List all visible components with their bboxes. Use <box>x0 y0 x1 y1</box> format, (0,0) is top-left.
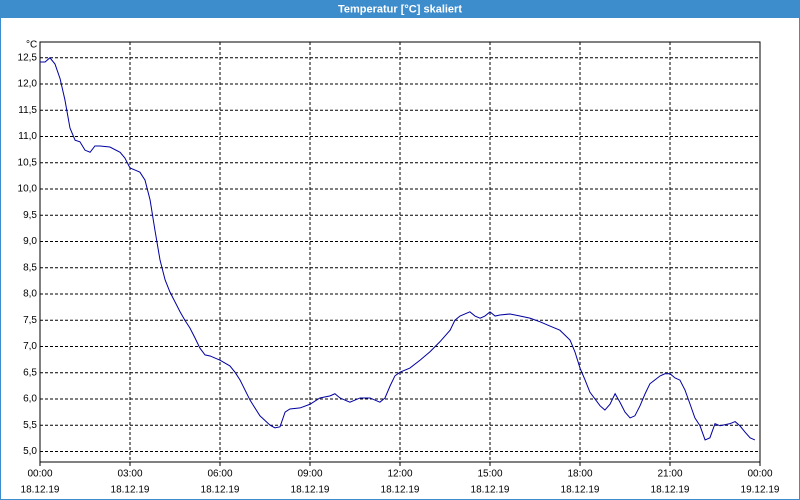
y-tick-label: 12,5 <box>18 52 38 63</box>
x-tick-label: 19.12.19 <box>741 485 780 496</box>
x-tick-label: 18.12.19 <box>651 485 690 496</box>
plot-frame <box>39 41 761 463</box>
y-tick-label: 11,0 <box>18 131 37 142</box>
x-tick-label: 12:00 <box>387 469 412 480</box>
x-tick-label: 15:00 <box>477 469 502 480</box>
x-tick-label: 18:00 <box>567 469 592 480</box>
y-tick-label: 5,0 <box>23 446 37 457</box>
x-tick-label: 09:00 <box>297 469 322 480</box>
temperature-line <box>40 57 756 441</box>
y-tick-label: 9,0 <box>23 236 37 247</box>
x-tick-label: 06:00 <box>207 469 232 480</box>
y-tick-label: 10,0 <box>18 184 38 195</box>
y-tick-label: 7,5 <box>23 315 37 326</box>
y-tick-label: 7,0 <box>23 341 37 352</box>
x-tick-label: 18.12.19 <box>381 485 420 496</box>
x-tick-label: 00:00 <box>27 469 52 480</box>
y-tick-label: 12,0 <box>18 79 38 90</box>
x-tick-label: 03:00 <box>117 469 142 480</box>
x-tick-label: 18.12.19 <box>201 485 240 496</box>
y-tick-label: 6,5 <box>23 367 37 378</box>
x-tick-label: 18.12.19 <box>21 485 60 496</box>
y-tick-label: 8,5 <box>23 262 37 273</box>
title-bar <box>0 0 800 18</box>
y-tick-label: 5,5 <box>23 420 37 431</box>
y-unit: °C <box>26 40 37 51</box>
x-tick-label: 18.12.19 <box>111 485 150 496</box>
y-tick-label: 8,0 <box>23 289 37 300</box>
y-tick-label: 6,0 <box>23 394 37 405</box>
x-tick-label: 18.12.19 <box>471 485 510 496</box>
y-tick-label: 11,5 <box>18 105 37 116</box>
x-tick-label: 18.12.19 <box>561 485 600 496</box>
x-tick-label: 21:00 <box>657 469 682 480</box>
y-tick-label: 10,5 <box>18 157 38 168</box>
x-tick-label: 18.12.19 <box>291 485 330 496</box>
chart-title: Temperatur [°C] skaliert <box>338 3 462 15</box>
x-tick-label: 00:00 <box>747 469 772 480</box>
y-tick-label: 9,5 <box>23 210 37 221</box>
